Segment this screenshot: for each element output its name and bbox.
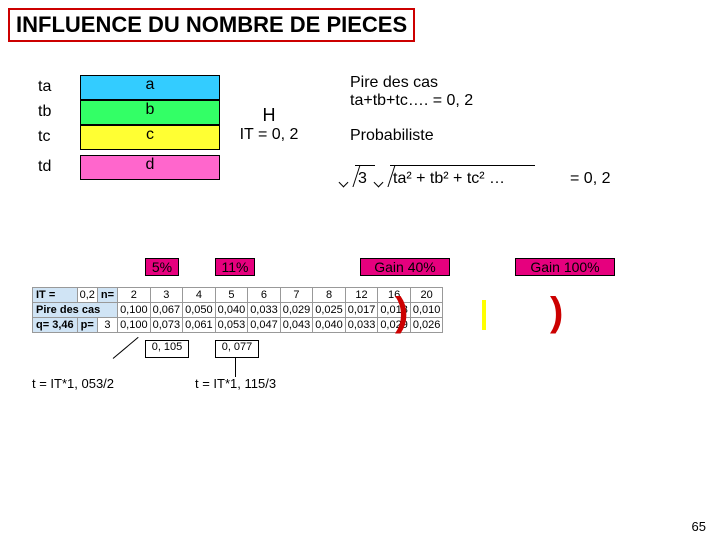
block-d-label: d: [146, 156, 155, 173]
cell: 0,010: [410, 303, 443, 318]
hl-5pct: 5%: [145, 258, 179, 276]
cell: 0,025: [313, 303, 346, 318]
cell: 0,040: [215, 303, 248, 318]
cell: 6: [248, 288, 281, 303]
cell: 0,040: [313, 318, 346, 333]
cell: IT =: [33, 288, 78, 303]
hl-gain40: Gain 40%: [360, 258, 450, 276]
h-region: H IT = 0, 2: [234, 105, 304, 144]
cell: 0,100: [118, 318, 151, 333]
block-a: a: [80, 75, 220, 100]
cell: 2: [118, 288, 151, 303]
cell: 0,2: [77, 288, 97, 303]
table-row: IT = 0,2 n= 2 3 4 5 6 7 8 12 16 20: [33, 288, 443, 303]
cell: 5: [215, 288, 248, 303]
note-1: t = IT*1, 053/2: [32, 376, 114, 391]
cell: n=: [97, 288, 117, 303]
pire-line1: Pire des cas: [350, 74, 438, 92]
label-IT: IT = 0, 2: [234, 126, 304, 144]
cell: 0,033: [345, 318, 378, 333]
note-2: t = IT*1, 115/3: [195, 376, 276, 391]
label-ta: ta: [38, 78, 51, 96]
cell: 3: [97, 318, 117, 333]
probabiliste-label: Probabiliste: [350, 127, 434, 145]
cell: 0,029: [280, 303, 313, 318]
page-number: 65: [692, 519, 706, 534]
table-row: q= 3,46 p= 3 0,100 0,073 0,061 0,053 0,0…: [33, 318, 443, 333]
hl-gain100: Gain 100%: [515, 258, 615, 276]
cell: 0,050: [183, 303, 216, 318]
block-d: d: [80, 155, 220, 180]
cell: q= 3,46: [33, 318, 78, 333]
label-H: H: [234, 105, 304, 126]
block-b: b: [80, 100, 220, 125]
cell: 0,017: [345, 303, 378, 318]
hl-11pct: 11%: [215, 258, 255, 276]
table-row: Pire des cas 0,100 0,067 0,050 0,040 0,0…: [33, 303, 443, 318]
data-table: IT = 0,2 n= 2 3 4 5 6 7 8 12 16 20 Pire …: [32, 287, 443, 333]
paren-1: ): [395, 290, 408, 335]
cell: 8: [313, 288, 346, 303]
block-c-label: c: [146, 126, 154, 143]
radicand: ta² + tb² + tc² …: [393, 170, 505, 188]
cell: 3: [150, 288, 183, 303]
block-c: c: [80, 125, 220, 150]
cell: 0,043: [280, 318, 313, 333]
cell: Pire des cas: [33, 303, 118, 318]
label-tc: tc: [38, 128, 50, 146]
box-0105: 0, 105: [145, 340, 189, 358]
yellow-marker: [482, 300, 486, 330]
cell: 0,053: [215, 318, 248, 333]
label-3: 3: [358, 170, 367, 188]
cell: p=: [77, 318, 97, 333]
page-title: INFLUENCE DU NOMBRE DE PIECES: [8, 8, 415, 42]
cell: 0,026: [410, 318, 443, 333]
cell: 4: [183, 288, 216, 303]
box-0077: 0, 077: [215, 340, 259, 358]
eq-02: = 0, 2: [570, 170, 610, 188]
label-td: td: [38, 158, 51, 176]
cell: 0,033: [248, 303, 281, 318]
block-b-label: b: [146, 101, 155, 118]
cell: 0,100: [118, 303, 151, 318]
cell: 12: [345, 288, 378, 303]
cell: 20: [410, 288, 443, 303]
cell: 0,073: [150, 318, 183, 333]
cell: 7: [280, 288, 313, 303]
arrow-1: [113, 337, 139, 359]
cell: 0,061: [183, 318, 216, 333]
block-a-label: a: [146, 76, 155, 93]
paren-2: ): [550, 290, 563, 335]
label-tb: tb: [38, 103, 51, 121]
cell: 0,047: [248, 318, 281, 333]
pire-line2: ta+tb+tc…. = 0, 2: [350, 92, 473, 110]
arrow-2: [235, 357, 236, 377]
cell: 0,067: [150, 303, 183, 318]
